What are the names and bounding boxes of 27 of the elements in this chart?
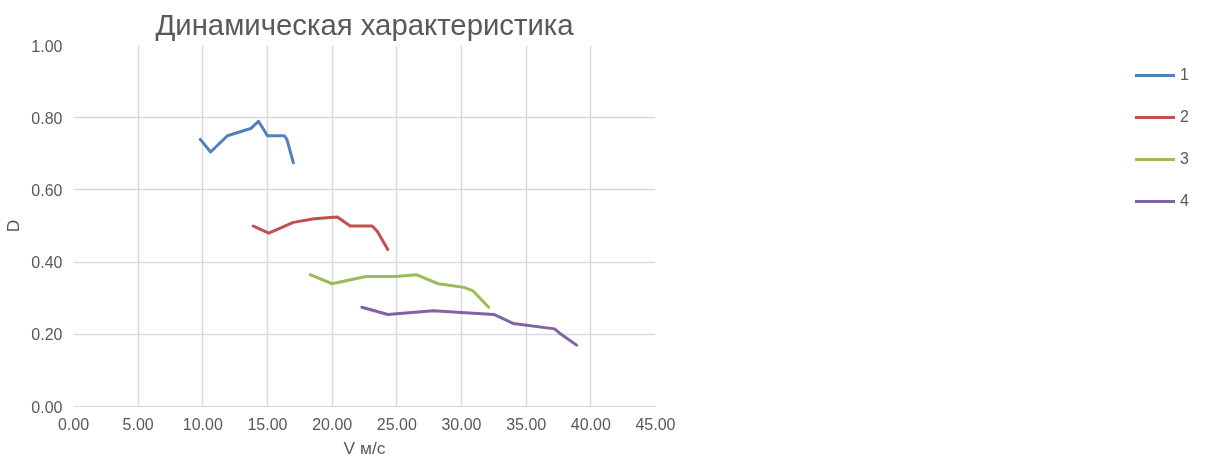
- legend-label: 4: [1180, 192, 1190, 210]
- y-tick-label: 0.40: [31, 254, 63, 272]
- legend-label: 1: [1180, 66, 1190, 84]
- y-tick-label: 0.00: [31, 398, 63, 416]
- y-tick-label: 0.20: [31, 326, 63, 344]
- legend-label: 3: [1180, 150, 1190, 168]
- x-axis-title: V м/с: [343, 437, 386, 458]
- y-tick-label: 0.60: [31, 181, 63, 199]
- x-tick-label: 25.00: [376, 415, 417, 433]
- x-tick-label: 45.00: [635, 415, 676, 433]
- chart-title: Динамическая характеристика: [155, 7, 575, 41]
- y-tick-label: 1.00: [31, 37, 63, 55]
- x-tick-label: 5.00: [122, 415, 154, 433]
- x-tick-label: 20.00: [312, 415, 353, 433]
- x-tick-label: 35.00: [506, 415, 547, 433]
- x-tick-label: 10.00: [182, 415, 223, 433]
- line-series: [251, 215, 390, 251]
- line-series: [198, 119, 295, 165]
- y-tick-label: 0.80: [31, 109, 63, 127]
- x-tick-label: 30.00: [441, 415, 482, 433]
- line-series: [360, 305, 579, 347]
- x-tick-label: 15.00: [247, 415, 288, 433]
- x-tick-label: 40.00: [570, 415, 611, 433]
- x-tick-label: 0.00: [57, 415, 90, 433]
- line-series: [308, 273, 491, 309]
- y-axis-title: D: [3, 219, 24, 233]
- legend-label: 2: [1180, 108, 1190, 126]
